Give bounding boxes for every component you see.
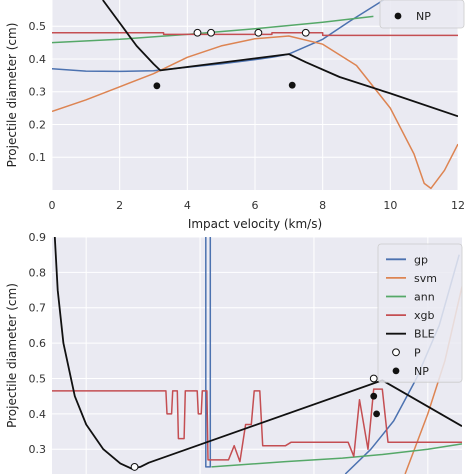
x-tick-label: 8 — [319, 199, 326, 212]
top-y-axis-label: Projectile diameter (cm) — [5, 23, 19, 168]
y-tick-label: 0.6 — [29, 337, 47, 350]
legend-label-ann: ann — [414, 291, 435, 304]
legend-label-gp: gp — [414, 253, 428, 266]
top-series-layer — [52, 0, 458, 190]
series-line-xgb — [52, 388, 462, 463]
marker-p — [254, 28, 263, 37]
y-tick-label: 0.2 — [29, 118, 47, 131]
series-line-ble — [102, 0, 458, 118]
legend-marker-np — [394, 12, 402, 20]
legend-box — [379, 0, 465, 29]
x-tick-label: 0 — [49, 199, 56, 212]
marker-np — [373, 410, 380, 418]
y-tick-label: 0.3 — [29, 86, 47, 99]
y-tick-label: 0.7 — [29, 302, 47, 315]
bottom-y-tick-labels: 0.3 0.4 0.5 0.6 0.7 0.8 0.9 — [29, 231, 47, 456]
series-line-ann — [52, 15, 374, 44]
bottom-legend: gp svm ann xgb BLE P NP — [377, 243, 463, 383]
legend-label-np: NP — [416, 10, 431, 23]
series-line-xgb — [52, 32, 458, 37]
x-tick-label: 2 — [116, 199, 123, 212]
y-tick-label: 0.8 — [29, 266, 47, 279]
x-tick-label: 12 — [451, 199, 465, 212]
top-x-axis-label: Impact velocity (km/s) — [188, 217, 322, 231]
bottom-panel: 0.3 0.4 0.5 0.6 0.7 0.8 0.9 Projectile diamete… — [5, 231, 463, 474]
x-tick-label: 10 — [383, 199, 397, 212]
y-tick-label: 0.3 — [29, 443, 47, 456]
marker-np — [153, 82, 161, 90]
marker-p — [369, 374, 378, 383]
y-tick-label: 0.1 — [29, 151, 47, 164]
series-line-ble — [53, 237, 462, 470]
legend-marker-p — [392, 348, 400, 357]
legend-label-p: P — [414, 346, 421, 359]
legend-label-ble: BLE — [414, 328, 435, 341]
top-x-tick-labels: 0 2 4 6 8 10 12 — [49, 199, 466, 212]
y-tick-label: 0.5 — [29, 20, 47, 33]
series-line-gp — [205, 237, 212, 468]
marker-p — [193, 28, 202, 37]
series-line-ann — [211, 443, 462, 468]
y-tick-label: 0.4 — [29, 408, 47, 421]
x-tick-label: 6 — [252, 199, 259, 212]
top-panel: 0.1 0.2 0.3 0.4 0.5 0 2 4 6 8 10 12 Impact velocit… — [5, 0, 465, 231]
top-legend: NP — [379, 0, 465, 29]
marker-np — [288, 81, 296, 89]
marker-p — [130, 463, 139, 471]
marker-p — [301, 28, 310, 37]
y-tick-label: 0.4 — [29, 53, 47, 66]
series-line-gp — [52, 0, 384, 73]
top-y-tick-labels: 0.1 0.2 0.3 0.4 0.5 — [29, 20, 47, 164]
marker-np — [370, 392, 378, 400]
x-tick-label: 4 — [184, 199, 191, 212]
y-tick-label: 0.5 — [29, 372, 47, 385]
legend-label-xgb: xgb — [414, 309, 434, 322]
legend-marker-np — [392, 367, 400, 375]
legend-label-svm: svm — [414, 272, 437, 285]
bottom-y-axis-label: Projectile diameter (cm) — [5, 283, 19, 428]
y-tick-label: 0.9 — [29, 231, 47, 244]
legend-label-np: NP — [414, 365, 429, 378]
series-line-svm — [52, 35, 458, 190]
marker-p — [207, 28, 215, 37]
